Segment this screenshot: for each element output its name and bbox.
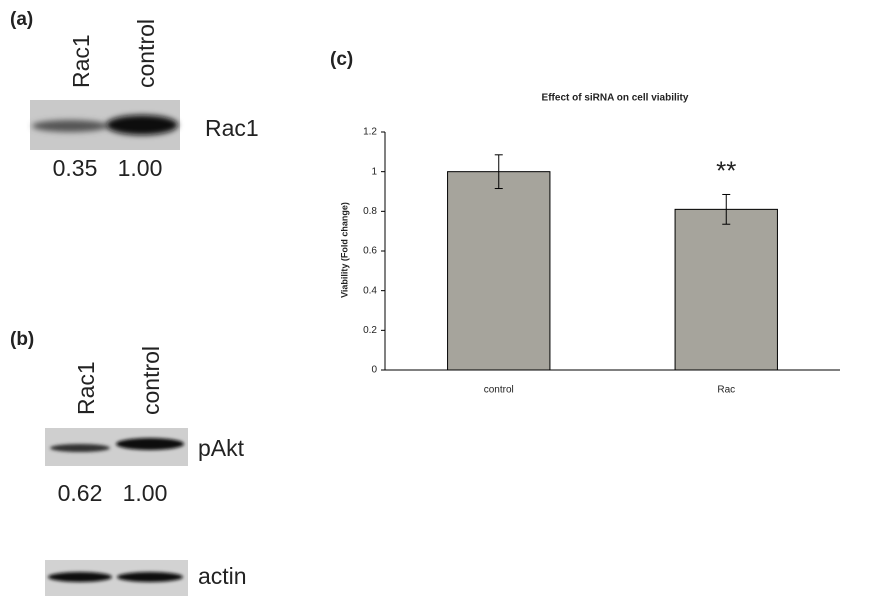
- y-axis-label: Viability (Fold change): [339, 202, 349, 298]
- quantity: 0.35: [53, 155, 98, 181]
- blot: [45, 428, 188, 466]
- figure: (a) Rac1 control Rac1 0.35 1.00 (b) Rac1…: [0, 0, 883, 598]
- panel-label: (b): [10, 329, 34, 350]
- quantity: 1.00: [118, 155, 163, 181]
- quantity: 0.62: [58, 480, 103, 506]
- x-tick-label: Rac: [717, 385, 735, 396]
- panel-label: (a): [10, 9, 33, 30]
- blot-label: Rac1: [205, 115, 259, 141]
- plot: 0 0.2 0.4 0.6 0.8 1 1.2 control Rac **: [363, 127, 840, 396]
- annotation: **: [716, 155, 736, 185]
- lane-label: control: [133, 19, 159, 88]
- blot-label: actin: [198, 563, 247, 589]
- y-tick-label: 0.8: [363, 206, 377, 217]
- bar: [448, 172, 550, 370]
- lane-label: control: [138, 346, 164, 415]
- y-tick-label: 0.2: [363, 325, 377, 336]
- y-tick-label: 0: [371, 365, 377, 376]
- lane-label: Rac1: [68, 34, 94, 88]
- panel-label: (c): [330, 49, 353, 70]
- y-tick-label: 0.4: [363, 285, 377, 296]
- y-tick-label: 1: [371, 166, 377, 177]
- bar: [675, 209, 777, 370]
- blot-label: pAkt: [198, 435, 245, 461]
- chart-title: Effect of siRNA on cell viability: [542, 93, 689, 104]
- blot: [45, 560, 188, 596]
- blot: [30, 100, 180, 150]
- y-tick-label: 1.2: [363, 127, 377, 138]
- lane-label: Rac1: [73, 361, 99, 415]
- y-tick-label: 0.6: [363, 246, 377, 257]
- quantity: 1.00: [123, 480, 168, 506]
- x-tick-label: control: [484, 385, 514, 396]
